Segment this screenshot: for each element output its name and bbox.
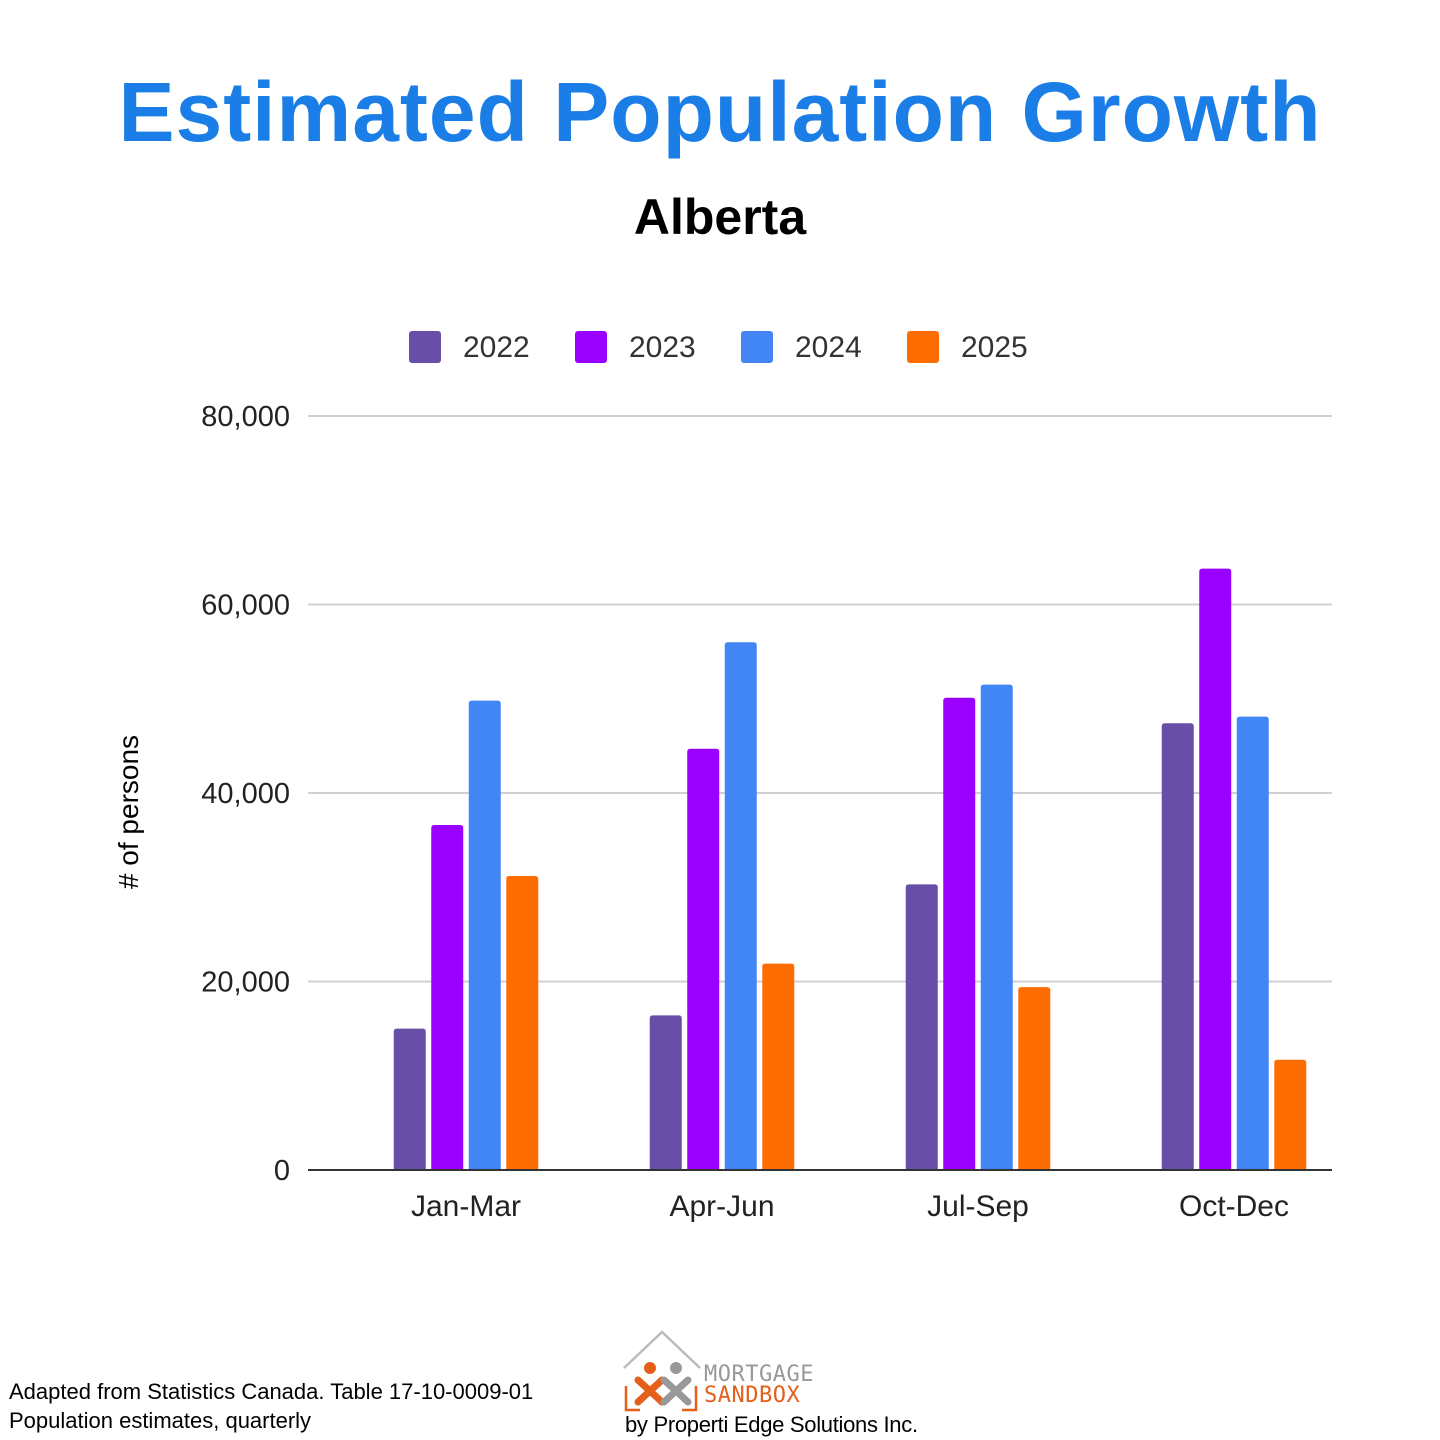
y-tick-label: 80,000 bbox=[201, 401, 290, 433]
y-tick-label: 60,000 bbox=[201, 590, 290, 622]
bar-2024-Jan-Mar bbox=[468, 700, 501, 1170]
bar-2023-Jan-Mar bbox=[431, 825, 464, 1170]
y-tick-label: 40,000 bbox=[201, 778, 290, 810]
bar-2025-Apr-Jun bbox=[762, 963, 795, 1170]
x-tick-label: Apr-Jun bbox=[669, 1190, 774, 1223]
y-tick-label: 20,000 bbox=[201, 967, 290, 999]
bar-2023-Jul-Sep bbox=[943, 697, 976, 1170]
x-axis: Jan-Mar Apr-Jun Jul-Sep Oct-Dec bbox=[308, 1169, 1332, 1223]
bar-2023-Apr-Jun bbox=[687, 748, 720, 1170]
bar-2024-Apr-Jun bbox=[724, 642, 757, 1170]
bar-2022-Oct-Dec bbox=[1161, 723, 1194, 1170]
source-note: Adapted from Statistics Canada. Table 17… bbox=[9, 1377, 533, 1435]
bar-2022-Jan-Mar bbox=[393, 1028, 426, 1170]
bar-2025-Jan-Mar bbox=[506, 875, 539, 1170]
legend-label: 2023 bbox=[629, 331, 696, 364]
bar-2025-Oct-Dec bbox=[1274, 1059, 1307, 1170]
logo-word-mortgage: MORTGAGE bbox=[704, 1362, 814, 1387]
bars bbox=[393, 568, 1307, 1170]
bar-2023-Oct-Dec bbox=[1199, 568, 1232, 1170]
y-axis-label: # of persons bbox=[113, 735, 144, 889]
source-line-2: Population estimates, quarterly bbox=[9, 1408, 312, 1433]
bar-2025-Jul-Sep bbox=[1018, 987, 1051, 1170]
legend-label: 2022 bbox=[463, 331, 530, 364]
logo-byline: by Properti Edge Solutions Inc. bbox=[625, 1412, 918, 1437]
logo-word-sandbox: SANDBOX bbox=[704, 1383, 801, 1408]
legend-label: 2024 bbox=[795, 331, 862, 364]
legend-swatch-2023 bbox=[575, 331, 607, 363]
chart-subtitle: Alberta bbox=[633, 189, 807, 245]
legend-label: 2025 bbox=[961, 331, 1028, 364]
bar-2024-Oct-Dec bbox=[1236, 716, 1269, 1170]
chart-title: Estimated Population Growth bbox=[118, 65, 1322, 159]
x-tick-label: Jan-Mar bbox=[411, 1190, 521, 1223]
y-axis: 0 20,000 40,000 60,000 80,000 bbox=[201, 401, 290, 1187]
bar-chart: 2022 2023 2024 2025 0 20,000 40,000 60,000 80,0… bbox=[113, 331, 1332, 1223]
bar-2024-Jul-Sep bbox=[980, 684, 1013, 1170]
company-logo: MORTGAGE SANDBOX by Properti Edge Soluti… bbox=[620, 1328, 940, 1440]
x-tick-label: Oct-Dec bbox=[1179, 1190, 1289, 1223]
legend-swatch-2022 bbox=[409, 331, 441, 363]
bar-2022-Apr-Jun bbox=[649, 1015, 682, 1170]
legend: 2022 2023 2024 2025 bbox=[409, 331, 1028, 364]
bar-2022-Jul-Sep bbox=[905, 884, 938, 1170]
house-logo-icon bbox=[623, 1330, 701, 1412]
x-tick-label: Jul-Sep bbox=[927, 1190, 1029, 1223]
source-line-1: Adapted from Statistics Canada. Table 17… bbox=[9, 1379, 534, 1404]
legend-swatch-2024 bbox=[741, 331, 773, 363]
legend-swatch-2025 bbox=[907, 331, 939, 363]
y-tick-label: 0 bbox=[274, 1155, 290, 1187]
